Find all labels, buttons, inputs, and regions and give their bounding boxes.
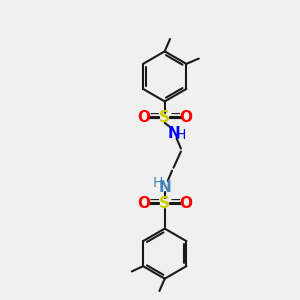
Text: O: O [137, 110, 150, 125]
Text: N: N [167, 126, 180, 141]
Text: =: = [148, 110, 160, 124]
Text: H: H [176, 128, 186, 142]
Text: =: = [169, 110, 181, 124]
Text: O: O [179, 110, 192, 125]
Text: O: O [179, 196, 192, 211]
Text: =: = [148, 196, 160, 210]
Text: O: O [137, 196, 150, 211]
Text: H: H [153, 176, 164, 190]
Text: N: N [158, 180, 171, 195]
Text: =: = [169, 196, 181, 210]
Text: S: S [159, 110, 170, 125]
Text: S: S [159, 196, 170, 211]
